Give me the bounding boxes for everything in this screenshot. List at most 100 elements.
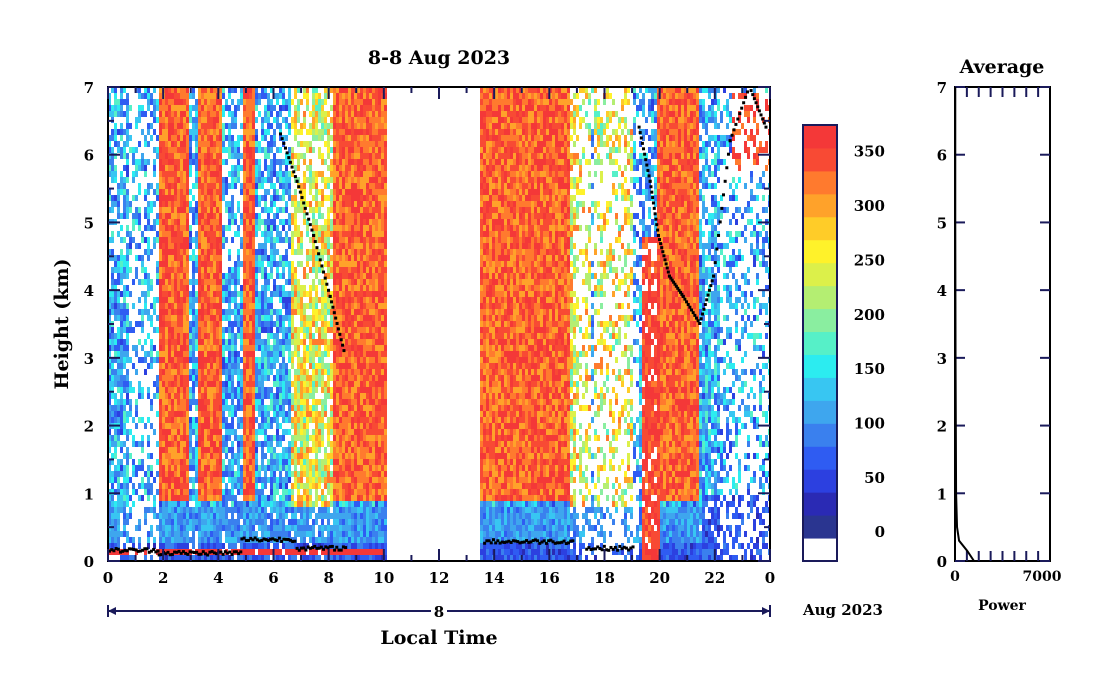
heatmap-cell: [345, 273, 348, 279]
heatmap-cell: [186, 393, 189, 399]
heatmap-cell: [219, 297, 222, 303]
heatmap-cell: [333, 441, 336, 447]
heatmap-cell: [336, 483, 339, 489]
heatmap-cell: [324, 303, 327, 309]
heatmap-cell: [342, 357, 345, 363]
heatmap-cell: [306, 471, 309, 477]
heatmap-cell: [324, 279, 327, 285]
heatmap-cell: [177, 381, 180, 387]
heatmap-cell: [336, 381, 339, 387]
heatmap-cell: [207, 165, 210, 171]
heatmap-cell: [144, 339, 147, 345]
heatmap-cell: [159, 399, 162, 405]
heatmap-cell: [186, 495, 189, 501]
heatmap-cell: [168, 165, 171, 171]
heatmap-cell: [108, 465, 111, 471]
heatmap-cell: [261, 315, 264, 321]
heatmap-cell: [180, 333, 183, 339]
heatmap-cell: [126, 207, 129, 213]
heatmap-cell: [294, 405, 297, 411]
heatmap-cell: [297, 483, 300, 489]
heatmap-cell: [153, 543, 156, 549]
heatmap-cell: [333, 459, 336, 465]
heatmap-cell: [165, 471, 168, 477]
heatmap-cell: [156, 471, 159, 477]
heatmap-cell: [210, 525, 213, 531]
heatmap-cell: [276, 405, 279, 411]
heatmap-cell: [195, 369, 198, 375]
heatmap-cell: [309, 363, 312, 369]
heatmap-cell: [159, 441, 162, 447]
heatmap-cell: [198, 93, 201, 99]
heatmap-cell: [198, 195, 201, 201]
heatmap-cell: [300, 339, 303, 345]
heatmap-cell: [258, 525, 261, 531]
heatmap-cell: [189, 303, 192, 309]
heatmap-cell: [171, 231, 174, 237]
heatmap-cell: [171, 549, 174, 555]
heatmap-cell: [204, 99, 207, 105]
heatmap-cell: [258, 477, 261, 483]
heatmap-cell: [207, 87, 210, 93]
heatmap-cell: [282, 327, 285, 333]
heatmap-cell: [258, 555, 261, 561]
heatmap-cell: [309, 249, 312, 255]
heatmap-cell: [225, 357, 228, 363]
heatmap-cell: [171, 525, 174, 531]
heatmap-cell: [273, 255, 276, 261]
heatmap-cell: [318, 135, 321, 141]
heatmap-cell: [345, 87, 348, 93]
heatmap-cell: [303, 531, 306, 537]
heatmap-cell: [231, 345, 234, 351]
heatmap-cell: [291, 273, 294, 279]
heatmap-cell: [336, 291, 339, 297]
heatmap-cell: [246, 471, 249, 477]
heatmap-cell: [165, 141, 168, 147]
heatmap-cell: [249, 441, 252, 447]
heatmap-cell: [315, 321, 318, 327]
heatmap-cell: [180, 309, 183, 315]
heatmap-cell: [111, 207, 114, 213]
heatmap-cell: [252, 243, 255, 249]
heatmap-cell: [195, 399, 198, 405]
heatmap-cell: [210, 147, 213, 153]
heatmap-cell: [129, 147, 132, 153]
heatmap-cell: [174, 129, 177, 135]
heatmap-cell: [192, 507, 195, 513]
heatmap-cell: [315, 513, 318, 519]
heatmap-cell: [207, 291, 210, 297]
heatmap-cell: [327, 369, 330, 375]
heatmap-cell: [201, 153, 204, 159]
heatmap-cell: [168, 111, 171, 117]
heatmap-cell: [240, 123, 243, 129]
heatmap-cell: [330, 531, 333, 537]
heatmap-cell: [252, 429, 255, 435]
heatmap-cell: [339, 261, 342, 267]
heatmap-cell: [168, 309, 171, 315]
heatmap-cell: [267, 153, 270, 159]
heatmap-cell: [225, 399, 228, 405]
heatmap-cell: [114, 435, 117, 441]
heatmap-cell: [300, 327, 303, 333]
heatmap-cell: [321, 405, 324, 411]
heatmap-cell: [243, 99, 246, 105]
heatmap-cell: [234, 501, 237, 507]
heatmap-cell: [114, 279, 117, 285]
heatmap-cell: [237, 489, 240, 495]
heatmap-cell: [189, 111, 192, 117]
heatmap-cell: [174, 447, 177, 453]
heatmap-cell: [123, 213, 126, 219]
heatmap-cell: [147, 531, 150, 537]
heatmap-cell: [165, 387, 168, 393]
heatmap-cell: [195, 201, 198, 207]
heatmap-cell: [201, 141, 204, 147]
heatmap-cell: [297, 261, 300, 267]
heatmap-cell: [258, 183, 261, 189]
heatmap-cell: [258, 309, 261, 315]
heatmap-cell: [207, 321, 210, 327]
heatmap-cell: [339, 273, 342, 279]
heatmap-cell: [162, 531, 165, 537]
heatmap-cell: [123, 507, 126, 513]
heatmap-cell: [186, 387, 189, 393]
heatmap-cell: [120, 213, 123, 219]
